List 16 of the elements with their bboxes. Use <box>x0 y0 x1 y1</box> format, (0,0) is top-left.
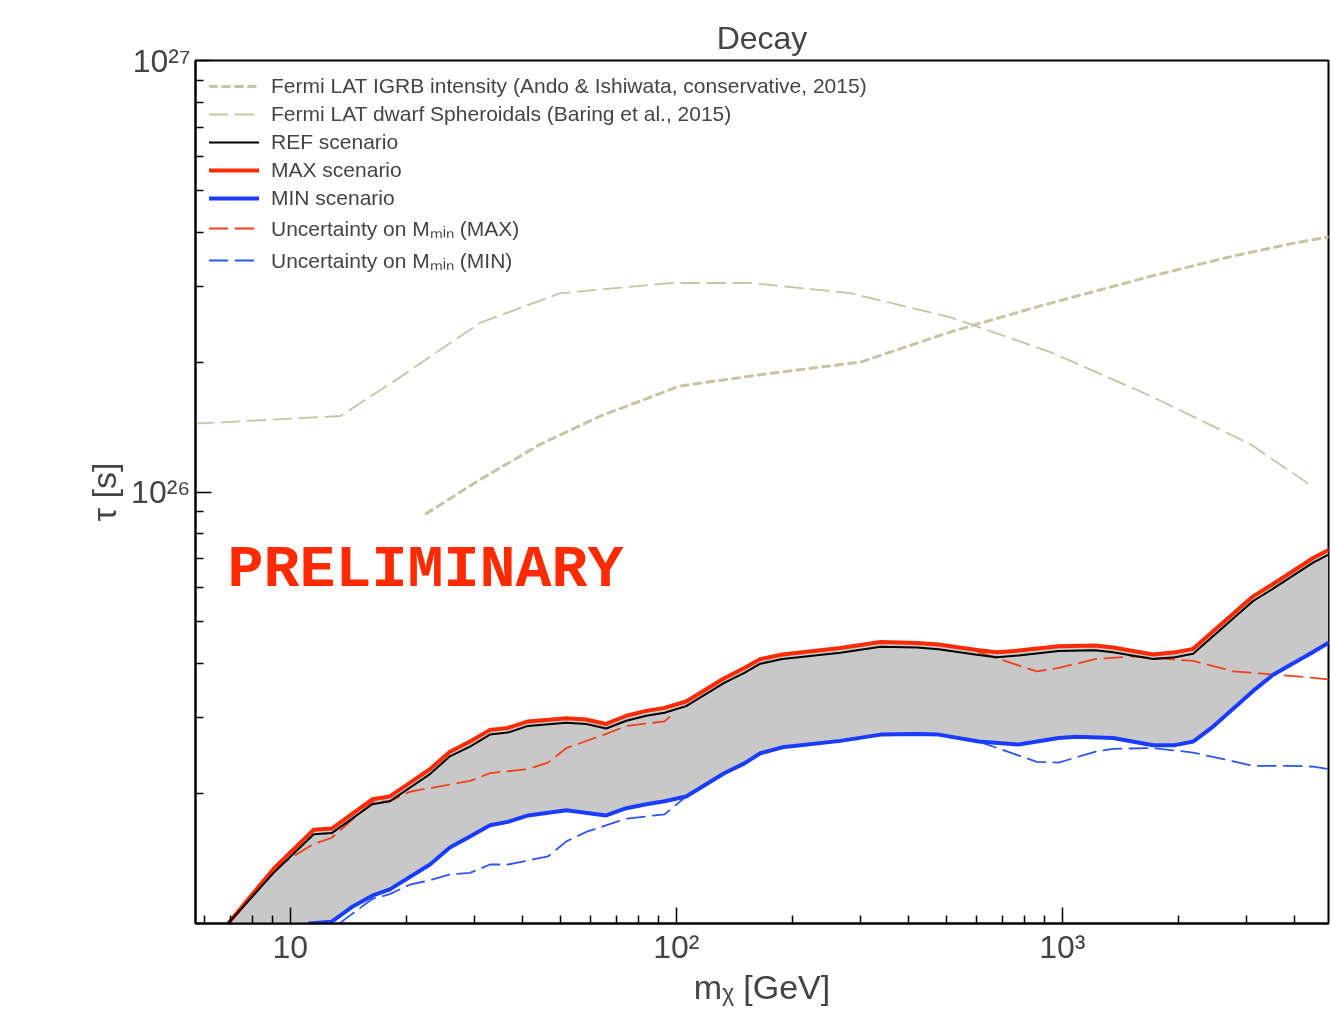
legend-label: Uncertainty on Mₘᵢₙ (MAX) <box>271 216 520 242</box>
legend-label: Fermi LAT dwarf Spheroidals (Baring et al., 2015) <box>271 102 732 126</box>
y-tick-label: 10²⁶ <box>131 474 191 510</box>
legend-label: REF scenario <box>271 130 399 154</box>
y-axis-title: τ [s] <box>85 462 124 522</box>
x-tick-label: 10³ <box>1039 928 1086 965</box>
y-tick-label: 10²⁷ <box>132 42 191 79</box>
legend-label: MIN scenario <box>271 186 395 210</box>
x-axis-title: mᵪ [GeV] <box>693 967 831 1006</box>
legend-label: Fermi LAT IGRB intensity (Ando & Ishiwata, conservative, 2015) <box>271 74 867 98</box>
legend-label: MAX scenario <box>271 158 402 182</box>
legend-label: Uncertainty on Mₘᵢₙ (MIN) <box>271 248 513 274</box>
x-tick-label: 10 <box>272 928 309 965</box>
chart-title: Decay <box>716 19 808 56</box>
x-tick-label: 10² <box>653 928 700 965</box>
annotation: PRELIMINARY <box>227 535 624 604</box>
